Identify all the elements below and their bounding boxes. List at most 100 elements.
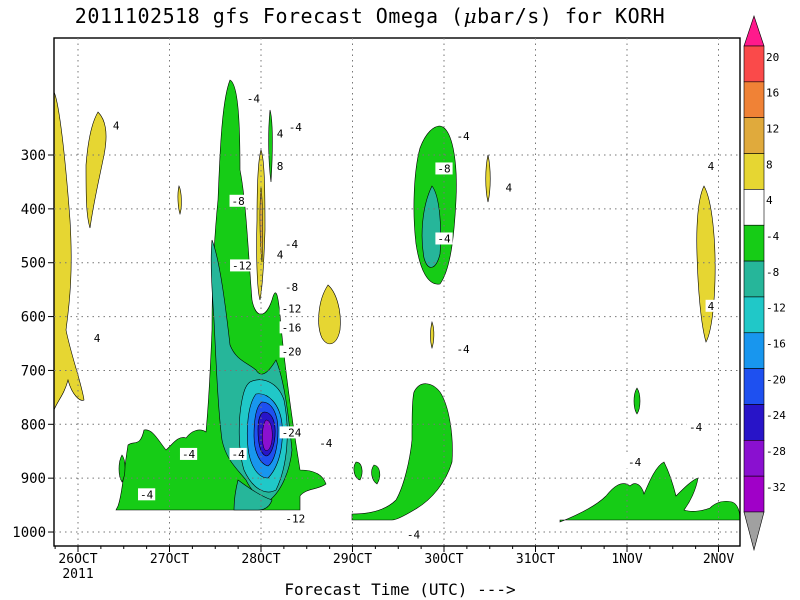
contour-label-bg [404, 528, 423, 541]
contour-negative-thin-column [268, 109, 273, 183]
colorbar-level-label: 20 [766, 51, 779, 64]
contour-label: -8 [232, 195, 245, 208]
colorbar-bottom-arrow [743, 511, 765, 552]
contour-label: -4 [247, 92, 261, 105]
contour-positive-blob-a [85, 111, 107, 229]
contour-label-bg [626, 456, 644, 469]
y-tick-label: 300 [21, 148, 46, 164]
contour-label: 4 [113, 119, 120, 132]
y-tick-label: 800 [21, 417, 46, 433]
y-tick-label: 600 [21, 310, 46, 326]
contour-label-bg [687, 420, 705, 433]
contour-label-bg [274, 248, 286, 261]
colorbar-level-label: -24 [766, 409, 786, 422]
contour-label: -4 [456, 130, 470, 143]
x-tick-label: 26OCT [58, 552, 97, 567]
colorbar-level-label: 16 [766, 87, 779, 100]
y-axis: 300 400 500 600 700 800 900 1000 [12, 148, 54, 541]
colorbar-level-label: -28 [766, 445, 786, 458]
contour-label-bg [279, 345, 304, 358]
colorbar-swatch [743, 81, 765, 118]
colorbar-swatch [743, 224, 765, 262]
contour-label: -16 [282, 321, 302, 334]
contour-label: 4 [277, 127, 284, 140]
contour-positive-left-edge [54, 91, 85, 411]
x-tick-label: 2NOV [703, 552, 734, 567]
contour-label: -12 [282, 303, 302, 316]
contour-label: 4 [708, 300, 715, 313]
y-tick-label: 400 [21, 202, 46, 218]
title-suffix: bar/s) for KORH [477, 4, 666, 28]
contour-negative-lower-12 [233, 479, 273, 511]
contour-label-bg [91, 332, 103, 345]
colorbar-swatch [743, 475, 765, 513]
contour-label: -20 [282, 346, 302, 359]
x-axis-year-label: 2011 [62, 567, 93, 582]
colorbar-level-label: -4 [766, 230, 780, 243]
colorbar-level-label: 12 [766, 122, 779, 135]
contour-label-bg [138, 488, 156, 501]
contour-label: -4 [232, 448, 246, 461]
contour-label: -24 [282, 426, 302, 439]
grid-layer [54, 38, 740, 546]
contour-negative-spot-b [353, 461, 363, 481]
colorbar-level-label: -20 [766, 373, 786, 386]
contour-label: -4 [407, 529, 421, 542]
contour-label: -4 [456, 343, 470, 356]
plot-frame [53, 37, 741, 547]
contour-label-bg [229, 194, 247, 207]
contour-label: -4 [289, 121, 303, 134]
x-tick-label: 28OCT [241, 552, 280, 567]
colorbar-swatch [743, 117, 765, 154]
contour-label: -4 [140, 488, 154, 501]
colorbar-level-label: -8 [766, 266, 779, 279]
title-mu: μ [463, 4, 478, 28]
contour-label-bg [274, 159, 286, 172]
contour-label: -4 [182, 448, 196, 461]
contour-label-bg [244, 92, 262, 105]
contour-label: -8 [437, 162, 450, 175]
colorbar-level-label: -32 [766, 481, 786, 494]
contour-label: 8 [277, 160, 284, 173]
colorbar-level-label: 8 [766, 158, 773, 171]
x-axis: 26OCT 27OCT 28OCT 29OCT 30OCT 31OCT 1NOV 2NOV 20… [54, 546, 734, 582]
contour-label: -4 [319, 437, 333, 450]
contour-negative-spot-d [633, 387, 641, 415]
contour-negative-spot-a [118, 454, 126, 483]
colorbar-swatch [743, 45, 765, 83]
contour-label: -12 [232, 259, 252, 272]
y-tick-label: 1000 [12, 525, 46, 541]
contour-positive-blob-f [430, 320, 435, 349]
colorbar-swatch [743, 189, 765, 226]
contour-label-bg [454, 130, 472, 143]
y-tick-label: 900 [21, 471, 46, 487]
contour-label-bg [286, 120, 304, 133]
chart-title: 2011102518 gfs Forecast Omega (μbar/s) f… [0, 4, 740, 28]
contour-positive-blob-g [696, 185, 716, 343]
x-tick-label: 29OCT [333, 552, 372, 567]
contour-label-bg [454, 342, 472, 355]
contour-label: -12 [285, 513, 305, 526]
x-tick-label: 1NOV [611, 552, 642, 567]
contour-label: -4 [437, 232, 451, 245]
contour-label-bg [279, 426, 304, 439]
contour-label: 4 [506, 181, 513, 194]
contour-label-bg [274, 127, 286, 140]
contour-label: -8 [285, 281, 298, 294]
contour-label-bg [230, 259, 254, 272]
contour-label-bg [435, 232, 453, 245]
contour-label-bg [705, 299, 717, 312]
colorbar-swatch [743, 404, 765, 441]
contour-fill-layer [54, 79, 740, 523]
contour-positive-blob-b [177, 185, 182, 215]
contour-negative-30oct-lower [351, 383, 453, 521]
title-prefix: 2011102518 gfs Forecast Omega ( [74, 4, 464, 28]
y-tick-label: 500 [21, 256, 46, 272]
contour-label-bg [435, 162, 453, 175]
x-tick-label: 27OCT [150, 552, 189, 567]
contour-label-bg [317, 437, 335, 450]
contour-positive-blob-e [485, 154, 491, 203]
colorbar-top-arrow [743, 15, 765, 47]
contour-label-bg [110, 119, 122, 132]
contour-label-bg [279, 321, 304, 334]
